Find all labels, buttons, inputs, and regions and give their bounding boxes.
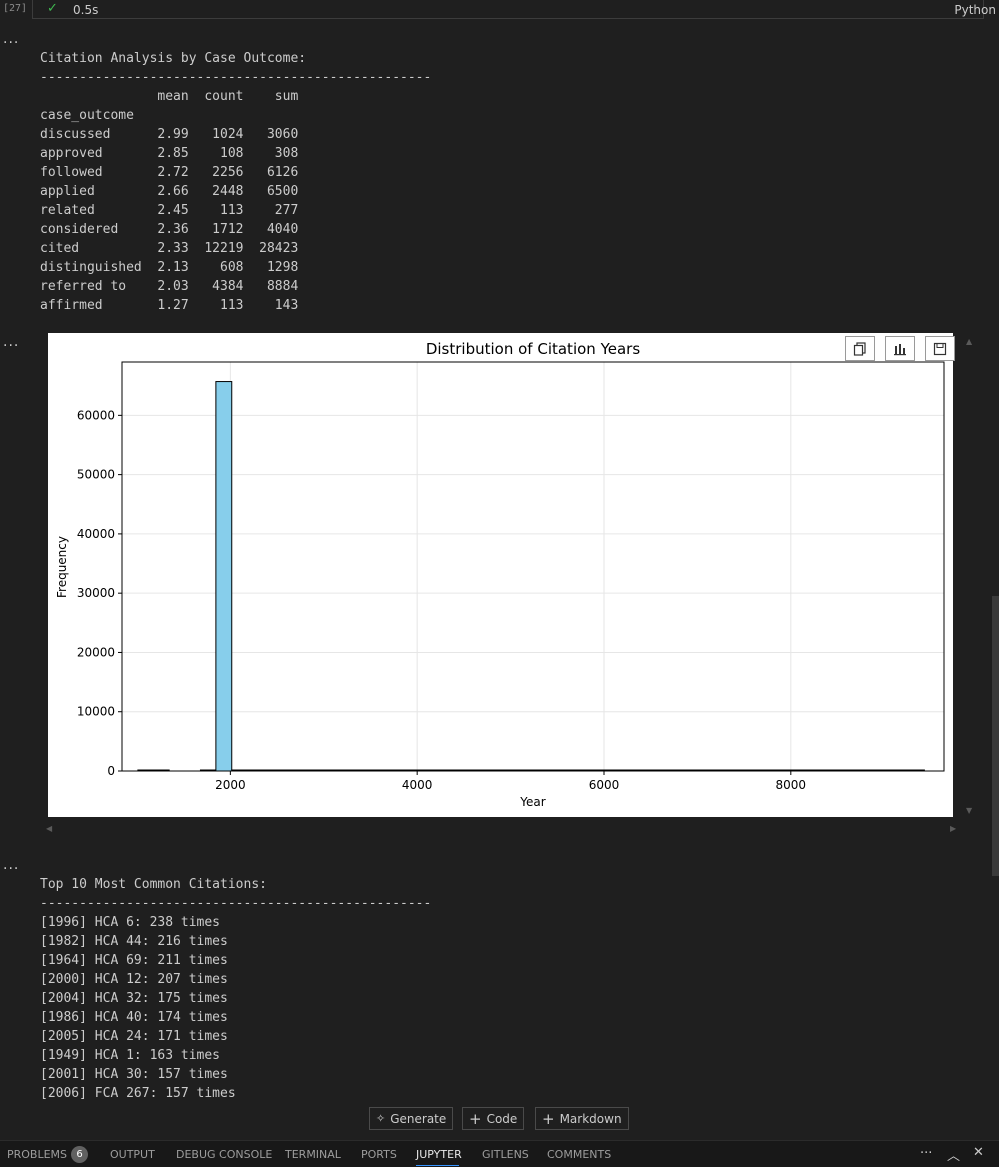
plot-frame [121,361,945,772]
plus-icon: + [542,1109,555,1128]
chevron-up-icon[interactable]: ︿ [947,1149,961,1164]
y-tick-label: 0 [107,764,115,778]
x-tick-label: 8000 [776,778,807,792]
generate-label: Generate [390,1111,447,1126]
execution-time: 0.5s [73,3,99,17]
tab-gitlens[interactable]: GITLENS [482,1148,529,1161]
output-menu-ellipsis[interactable]: ... [3,31,20,47]
y-axis-label: Frequency [55,536,69,598]
tab-jupyter[interactable]: JUPYTER [416,1148,462,1161]
scroll-up-icon[interactable]: ▲ [966,337,973,346]
plus-icon: + [469,1109,482,1128]
y-tick-label: 30000 [77,586,115,600]
output-top-citations: Top 10 Most Common Citations: ----------… [40,877,432,1101]
code-label: Code [486,1111,518,1126]
output-menu-ellipsis[interactable]: ... [3,857,20,873]
y-tick-label: 60000 [77,408,115,422]
problems-count-badge: 6 [71,1146,88,1163]
tab-terminal[interactable]: TERMINAL [285,1148,341,1161]
scroll-left-icon[interactable]: ◀ [46,824,53,833]
output-menu-ellipsis[interactable]: ... [3,334,20,350]
x-tick-label: 6000 [589,778,620,792]
cell-status-bar: ✓ 0.5s [32,0,984,19]
close-icon[interactable]: ✕ [973,1145,984,1160]
histogram-chart: 0 10000 20000 30000 40000 50000 60000 2000 4000 6… [55,340,945,809]
tab-problems[interactable]: PROBLEMS [7,1148,68,1161]
scroll-down-icon[interactable]: ▼ [966,806,973,815]
x-axis-label: Year [519,795,545,809]
copy-output-button[interactable] [845,336,875,361]
add-markdown-cell-button[interactable]: + Markdown [535,1107,629,1130]
execution-count: [27] [3,3,28,14]
y-tick-label: 20000 [77,645,115,659]
save-icon [933,342,947,355]
generate-button[interactable]: ✧ Generate [369,1107,454,1130]
chart-output: 0 10000 20000 30000 40000 50000 60000 2000 4000 6… [48,333,953,817]
markdown-label: Markdown [559,1111,622,1126]
tab-output[interactable]: OUTPUT [110,1148,155,1161]
y-tick-label: 10000 [77,705,115,719]
panel-tab-bar: PROBLEMS 6 OUTPUT DEBUG CONSOLE TERMINAL… [0,1140,999,1167]
output-case-outcome-table: Citation Analysis by Case Outcome: -----… [40,51,432,313]
chart-title: Distribution of Citation Years [426,340,640,358]
y-tick-label: 50000 [77,468,115,482]
copy-icon [853,341,866,356]
histogram-bar [215,381,233,772]
add-code-cell-button[interactable]: + Code [462,1107,525,1130]
scroll-right-icon[interactable]: ▶ [950,824,957,833]
check-icon: ✓ [47,1,58,16]
open-chart-button[interactable] [885,336,915,361]
more-actions-icon[interactable]: ··· [920,1146,933,1161]
cell-status-header: [27] ✓ 0.5s Python [0,0,999,22]
tab-debug-console[interactable]: DEBUG CONSOLE [176,1148,273,1161]
y-tick-label: 40000 [77,527,115,541]
kernel-language[interactable]: Python [954,3,996,17]
tab-comments[interactable]: COMMENTS [547,1148,612,1161]
save-output-button[interactable] [925,336,955,361]
tab-ports[interactable]: PORTS [361,1148,397,1161]
sparkle-icon: ✧ [376,1112,386,1125]
chart-icon [894,343,906,355]
x-tick-label: 2000 [215,778,246,792]
vertical-scrollbar[interactable] [992,596,999,876]
x-tick-label: 4000 [402,778,433,792]
